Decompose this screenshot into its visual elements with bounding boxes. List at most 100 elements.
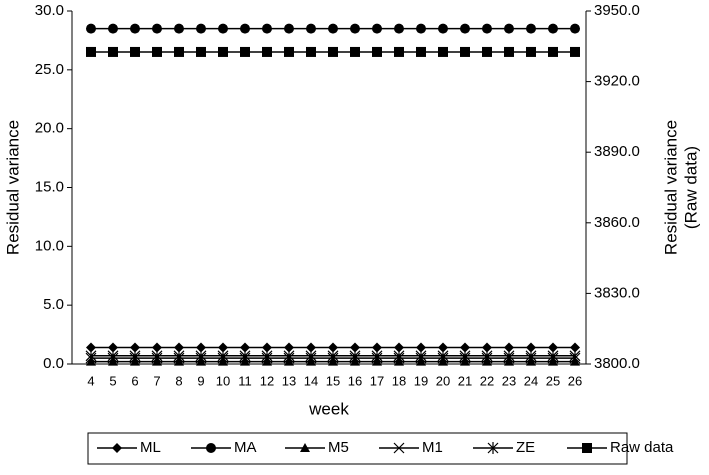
- data-point: [569, 352, 581, 365]
- data-point: [526, 342, 536, 353]
- x-tick-label: 5: [109, 373, 116, 388]
- x-tick-label: 14: [304, 373, 318, 388]
- x-tick-label: 9: [197, 373, 204, 388]
- y-axis-title: Residual variance: [3, 120, 22, 255]
- x-tick-label: 10: [216, 373, 230, 388]
- legend-label: ZE: [516, 439, 535, 456]
- y-tick-label: 20.0: [35, 120, 64, 137]
- data-point: [107, 352, 119, 365]
- data-point: [459, 352, 471, 365]
- data-point: [174, 342, 184, 353]
- data-point: [284, 23, 294, 34]
- data-point: [526, 23, 536, 34]
- legend-label: M5: [328, 439, 349, 456]
- x-tick-label: 16: [348, 373, 362, 388]
- data-point: [262, 46, 272, 57]
- x-tick-label: 26: [568, 373, 582, 388]
- data-point: [283, 352, 295, 365]
- data-point: [306, 342, 316, 353]
- data-point: [262, 342, 272, 353]
- x-axis-title: week: [308, 399, 349, 418]
- data-point: [130, 23, 140, 34]
- x-tick-label: 6: [131, 373, 138, 388]
- data-point: [86, 342, 96, 353]
- data-point: [328, 46, 338, 57]
- data-point: [416, 23, 426, 34]
- data-point: [173, 352, 185, 365]
- data-point: [108, 342, 118, 353]
- data-point: [438, 342, 448, 353]
- x-tick-label: 22: [480, 373, 494, 388]
- data-point: [130, 342, 140, 353]
- data-point: [284, 342, 294, 353]
- data-point: [349, 352, 361, 365]
- data-point: [174, 46, 184, 57]
- data-point: [195, 352, 207, 365]
- legend-label: MA: [234, 439, 257, 456]
- data-point: [196, 342, 206, 353]
- data-point: [504, 46, 514, 57]
- x-tick-label: 7: [153, 373, 160, 388]
- data-point: [86, 46, 96, 57]
- data-point: [570, 23, 580, 34]
- data-point: [570, 342, 580, 353]
- data-point: [151, 352, 163, 365]
- data-point: [481, 352, 493, 365]
- data-point: [152, 23, 162, 34]
- legend-marker: [112, 443, 122, 453]
- y-tick-label: 10.0: [35, 237, 64, 254]
- data-point: [372, 23, 382, 34]
- y2-tick-label: 3860.0: [594, 214, 640, 231]
- x-tick-label: 11: [238, 373, 252, 388]
- data-point: [416, 342, 426, 353]
- data-point: [460, 46, 470, 57]
- y2-tick-label: 3950.0: [594, 2, 640, 19]
- x-tick-label: 8: [175, 373, 182, 388]
- legend-marker: [582, 443, 592, 453]
- data-point: [482, 23, 492, 34]
- data-point: [437, 352, 449, 365]
- y2-axis-title: Residual variance: [661, 120, 680, 255]
- legend-marker: [393, 442, 405, 454]
- data-point: [482, 342, 492, 353]
- data-point: [504, 23, 514, 34]
- y-tick-label: 15.0: [35, 178, 64, 195]
- data-point: [548, 23, 558, 34]
- data-point: [108, 46, 118, 57]
- x-tick-label: 19: [414, 373, 428, 388]
- data-point: [372, 46, 382, 57]
- data-point: [108, 23, 118, 34]
- data-point: [327, 352, 339, 365]
- data-point: [305, 352, 317, 365]
- data-point: [393, 352, 405, 365]
- data-point: [217, 352, 229, 365]
- data-point: [460, 342, 470, 353]
- x-tick-label: 20: [436, 373, 450, 388]
- y2-tick-label: 3920.0: [594, 73, 640, 90]
- y2-axis-title: (Raw data): [681, 146, 700, 229]
- data-point: [350, 23, 360, 34]
- x-tick-label: 25: [546, 373, 560, 388]
- x-tick-label: 18: [392, 373, 406, 388]
- data-point: [570, 46, 580, 57]
- data-point: [262, 23, 272, 34]
- legend-label: M1: [422, 439, 443, 456]
- data-point: [196, 23, 206, 34]
- data-point: [129, 352, 141, 365]
- y2-tick-label: 3890.0: [594, 143, 640, 160]
- data-point: [460, 23, 470, 34]
- data-point: [240, 23, 250, 34]
- legend-label: ML: [140, 439, 161, 456]
- data-point: [525, 352, 537, 365]
- data-point: [438, 23, 448, 34]
- data-point: [239, 352, 251, 365]
- data-point: [306, 46, 316, 57]
- x-tick-label: 17: [370, 373, 384, 388]
- x-tick-label: 24: [524, 373, 538, 388]
- y-tick-label: 30.0: [35, 2, 64, 19]
- data-point: [218, 342, 228, 353]
- data-point: [306, 23, 316, 34]
- data-point: [394, 342, 404, 353]
- y-tick-label: 25.0: [35, 61, 64, 78]
